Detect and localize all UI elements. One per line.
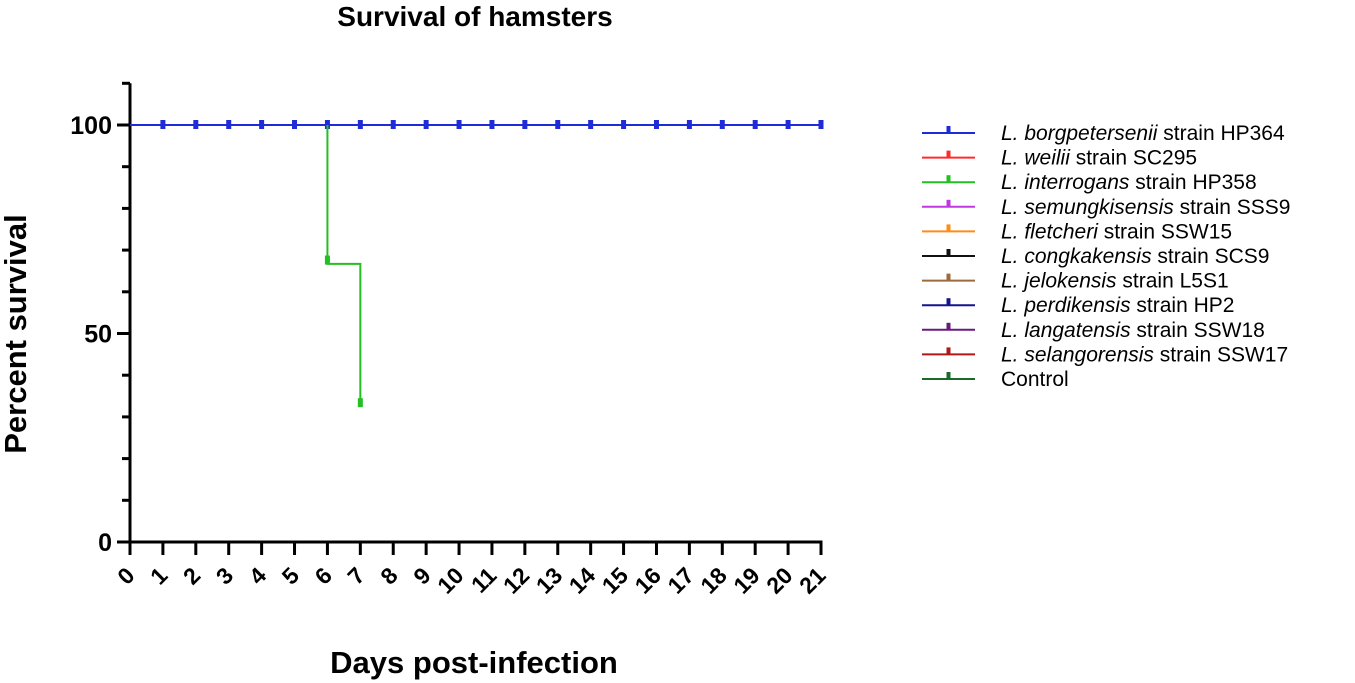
x-axis-title: Days post-infection — [330, 645, 618, 680]
x-tick-label: 9 — [408, 562, 435, 589]
x-tick-label: 11 — [466, 562, 502, 598]
legend-label-strain: strain SSW15 — [1098, 220, 1232, 243]
legend-label: Control — [1001, 368, 1069, 391]
legend-label: L. interrogans strain HP358 — [1001, 171, 1257, 194]
x-tick-label: 10 — [432, 562, 468, 598]
legend-item: L. interrogans strain HP358 — [922, 171, 1257, 194]
y-tick-label: 100 — [70, 112, 112, 140]
x-tick-label: 6 — [310, 562, 337, 589]
y-tick-label: 0 — [98, 529, 112, 557]
x-tick-label: 20 — [761, 562, 797, 598]
x-tick-label: 7 — [342, 562, 369, 589]
x-tick-label: 16 — [630, 562, 666, 598]
legend-item: L. jelokensis strain L5S1 — [922, 270, 1229, 293]
x-tick-label: 3 — [211, 562, 238, 589]
x-tick-label: 5 — [277, 562, 305, 590]
x-tick-label: 14 — [564, 562, 601, 599]
legend-label-species: L. fletcheri — [1001, 220, 1099, 243]
legend-label-strain: strain HP358 — [1129, 171, 1256, 194]
legend-label: L. perdikensis strain HP2 — [1001, 294, 1234, 317]
legend-item: L. perdikensis strain HP2 — [922, 294, 1234, 317]
legend-label-species: L. selangorensis — [1001, 343, 1154, 366]
legend-label-species: L. congkakensis — [1001, 245, 1152, 268]
legend-item: L. weilii strain SC295 — [922, 147, 1197, 170]
legend-label-strain: strain HP2 — [1131, 294, 1235, 317]
legend-label-strain: Control — [1001, 368, 1069, 391]
series-layer — [130, 120, 824, 408]
y-tick-label: 50 — [84, 321, 112, 349]
legend-label: L. weilii strain SC295 — [1001, 147, 1197, 170]
legend-label-strain: strain HP364 — [1157, 122, 1285, 145]
legend-item: L. congkakensis strain SCS9 — [922, 245, 1269, 268]
x-tick-label: 12 — [498, 562, 534, 598]
legend-label-species: L. langatensis — [1001, 319, 1131, 342]
legend-label-species: L. weilii — [1001, 147, 1071, 170]
legend-label: L. fletcheri strain SSW15 — [1001, 220, 1232, 243]
legend-item: L. semungkisensis strain SSS9 — [922, 196, 1290, 219]
legend-item: L. borgpetersenii strain HP364 — [922, 122, 1285, 145]
x-tick-label: 1 — [145, 562, 173, 590]
x-tick-label: 17 — [662, 562, 698, 598]
x-tick-label: 0 — [112, 562, 139, 589]
legend-label-species: L. interrogans — [1001, 171, 1130, 194]
legend-label-strain: strain L5S1 — [1117, 270, 1229, 293]
x-tick-label: 13 — [531, 562, 567, 598]
legend-label-species: L. semungkisensis — [1001, 196, 1174, 219]
legend-label: L. langatensis strain SSW18 — [1001, 319, 1265, 342]
legend-label-strain: strain SSS9 — [1174, 196, 1291, 219]
x-tick-label: 4 — [244, 562, 272, 590]
legend-label: L. congkakensis strain SCS9 — [1001, 245, 1269, 268]
legend-label: L. semungkisensis strain SSS9 — [1001, 196, 1290, 219]
legend-item: L. selangorensis strain SSW17 — [922, 343, 1288, 366]
chart-title: Survival of hamsters — [337, 1, 612, 32]
y-axis-title: Percent survival — [0, 214, 33, 454]
x-tick-label: 15 — [597, 562, 634, 599]
x-tick-label: 21 — [794, 562, 831, 599]
legend-label: L. borgpetersenii strain HP364 — [1001, 122, 1285, 145]
legend-item: Control — [922, 368, 1069, 391]
legend-label-species: L. perdikensis — [1001, 294, 1131, 317]
legend-label-strain: strain SCS9 — [1152, 245, 1270, 268]
legend-label-strain: strain SSW17 — [1154, 343, 1288, 366]
legend-item: L. fletcheri strain SSW15 — [922, 220, 1232, 243]
series-line-2 — [326, 125, 362, 404]
legend-label-strain: strain SSW18 — [1131, 319, 1265, 342]
legend-item: L. langatensis strain SSW18 — [922, 319, 1265, 342]
x-tick-label: 2 — [178, 562, 205, 589]
x-tick-label: 18 — [695, 562, 732, 599]
x-tick-label: 8 — [375, 562, 403, 590]
legend-label-species: L. borgpetersenii — [1001, 122, 1159, 145]
legend-label: L. jelokensis strain L5S1 — [1001, 270, 1229, 293]
legend-label-strain: strain SC295 — [1070, 147, 1197, 170]
x-tick-label: 19 — [728, 562, 764, 598]
legend-label-species: L. jelokensis — [1001, 270, 1117, 293]
legend-label: L. selangorensis strain SSW17 — [1001, 343, 1288, 366]
